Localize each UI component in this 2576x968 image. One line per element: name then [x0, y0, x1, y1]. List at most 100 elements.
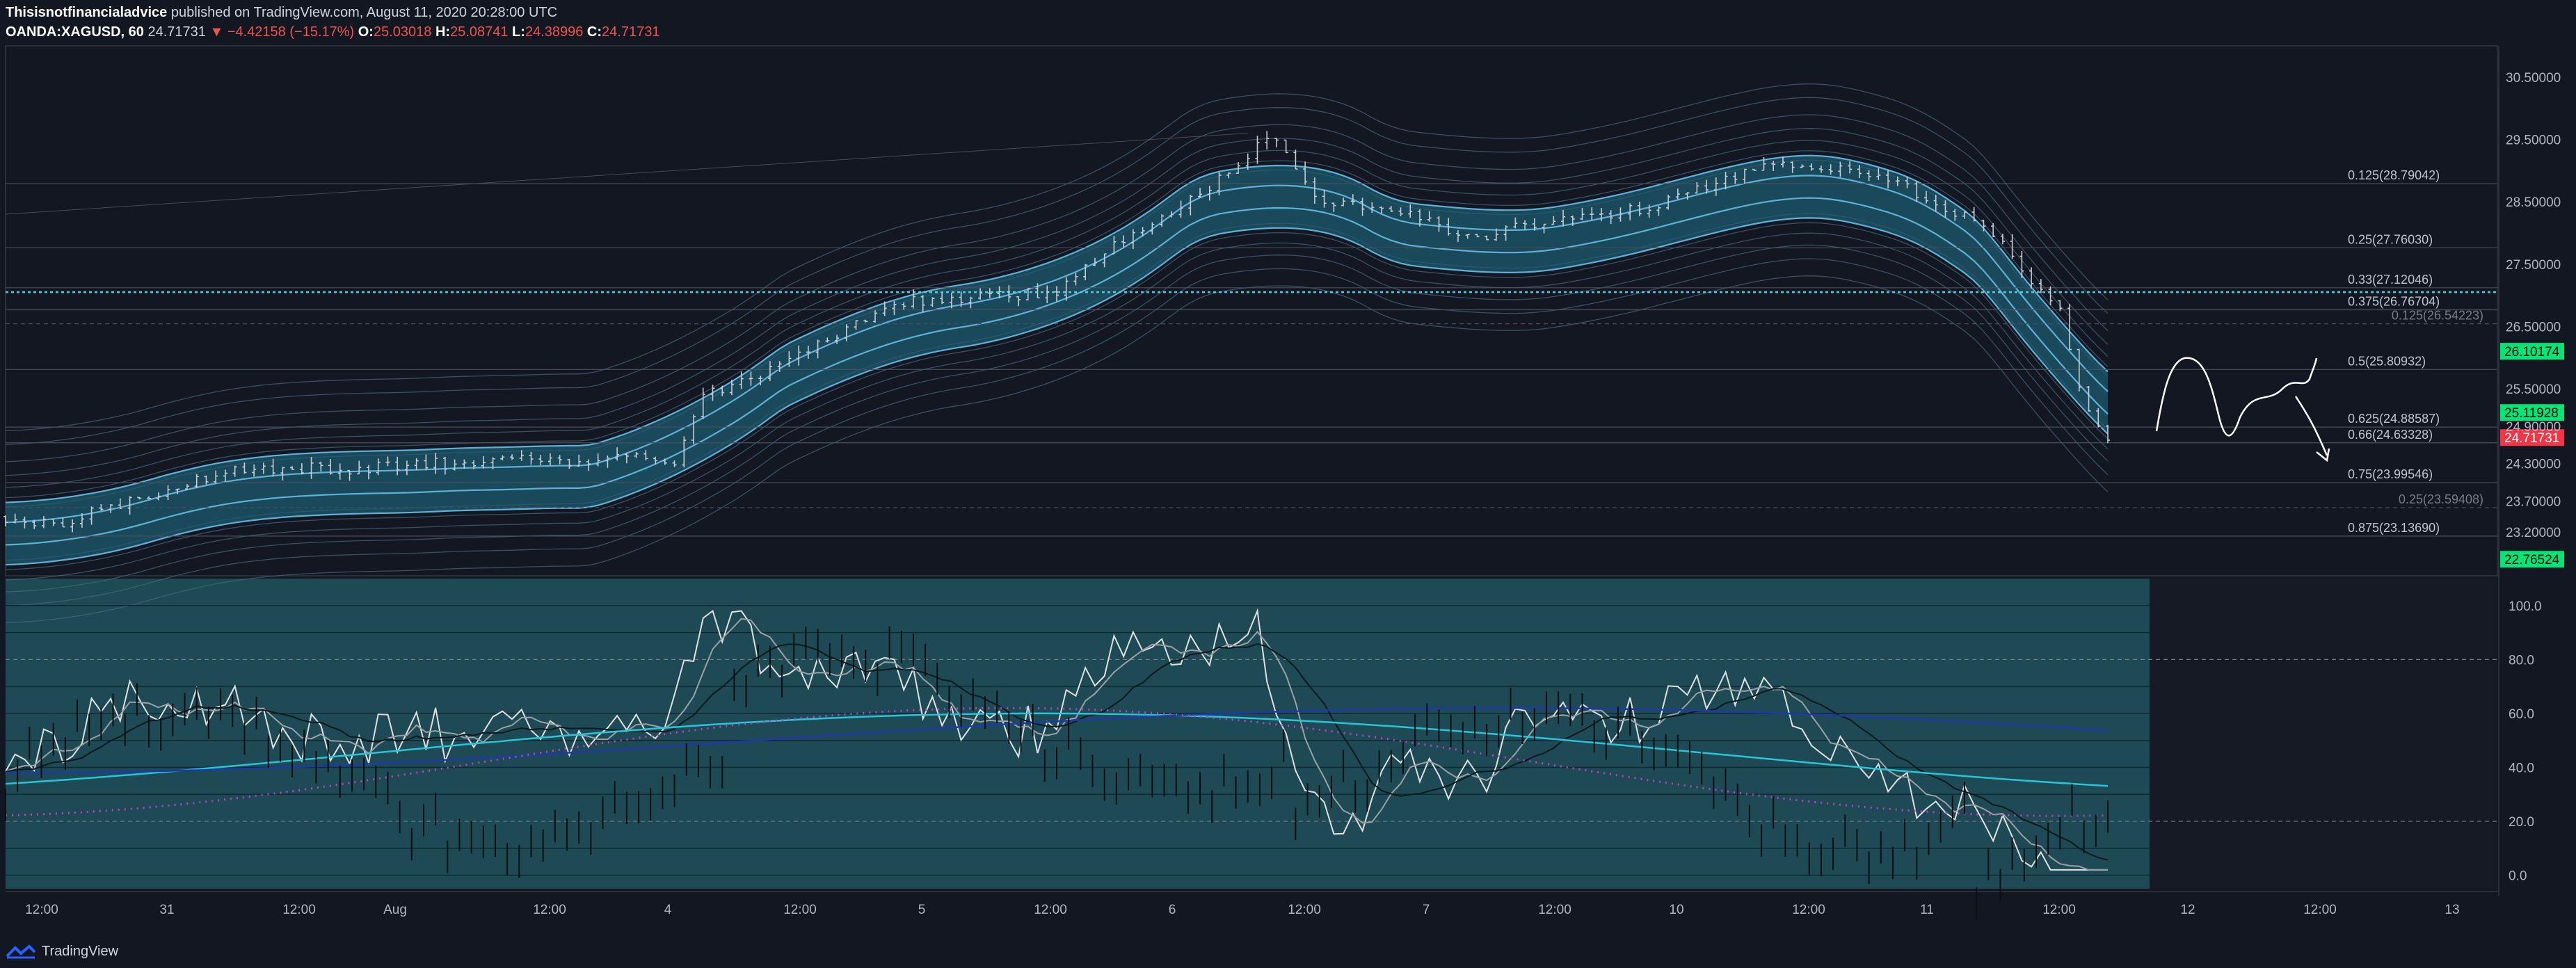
price-axis-label-7: 24.30000: [2506, 458, 2561, 472]
price-tag-2: 24.71731: [2504, 431, 2559, 446]
symbol-label[interactable]: OANDA:XAGUSD, 60: [6, 24, 144, 40]
price-axis-label-3: 27.50000: [2506, 258, 2561, 273]
projection-arrow: [2294, 396, 2330, 462]
fib-label-0: 0.125(28.79042): [2348, 168, 2440, 182]
price-axis-label-4: 26.50000: [2506, 320, 2561, 334]
indicator-future-area: [2150, 579, 2497, 889]
time-axis-label-9: 6: [1169, 903, 1176, 917]
fib-label-6: 0.625(24.88587): [2348, 412, 2440, 426]
time-axis-label-14: 12:00: [1792, 903, 1825, 917]
fib-levels: [6, 183, 2497, 537]
time-axis-label-6: 12:00: [783, 903, 817, 917]
time-axis-label-2: 12:00: [282, 903, 316, 917]
indicator-axis-label-0: 100.0: [2509, 599, 2542, 614]
time-axis-label-18: 12:00: [2303, 903, 2337, 917]
fib-label-10: 0.875(23.13690): [2348, 521, 2440, 535]
time-axis-label-12: 12:00: [1538, 903, 1571, 917]
time-axis-label-5: 4: [664, 903, 672, 917]
time-axis-label-19: 13: [2445, 903, 2459, 917]
indicator-axis-label-1: 80.0: [2509, 653, 2534, 668]
price-axis-label-1: 29.50000: [2506, 133, 2561, 147]
envelope-line-12: [5, 83, 2109, 432]
envelope-line-4: [5, 222, 2109, 570]
fib-label-3: 0.375(26.76704): [2348, 294, 2440, 308]
time-axis-label-17: 12: [2180, 903, 2195, 917]
change-value: ▼ −4.42158 (−15.17%): [209, 24, 355, 40]
price-axis-label-2: 28.50000: [2506, 195, 2561, 210]
ohlc-legend: OANDA:XAGUSD, 60 24.71731 ▼ −4.42158 (−1…: [6, 22, 659, 42]
chart-header: Thisisnotfinancialadvice published on Tr…: [6, 3, 557, 22]
low-label: L:: [512, 24, 525, 40]
ma-blue-line: [6, 707, 2109, 774]
projection-path: [2155, 357, 2318, 437]
time-axis-label-15: 11: [1920, 903, 1934, 917]
time-axis-label-4: 12:00: [533, 903, 566, 917]
envelope-line-7: [5, 150, 2109, 499]
price-tag-bg-3: [2500, 551, 2564, 568]
stoch-d-line: [5, 618, 2108, 871]
core-band-line-2: [5, 197, 2109, 546]
fib-label-1: 0.25(27.76030): [2348, 232, 2433, 246]
open-value: 25.03018: [373, 24, 432, 40]
time-axis-label-3: Aug: [383, 903, 407, 917]
price-axis-label-8: 23.70000: [2506, 494, 2561, 509]
fib-label-5: 0.5(25.80932): [2348, 354, 2426, 368]
indicator-axis-label-4: 20.0: [2509, 815, 2534, 830]
stoch-slow-line: [5, 643, 2109, 861]
author-name[interactable]: Thisisnotfinancialadvice: [6, 5, 168, 20]
envelope-line-9: [5, 128, 2109, 476]
envelope-line-1: [5, 258, 2109, 606]
indicator-axis-label-2: 60.0: [2509, 707, 2534, 722]
price-axis-label-5: 25.50000: [2506, 382, 2561, 397]
core-band-line-3: [5, 217, 2109, 566]
close-value: 24.71731: [602, 24, 660, 40]
time-axis-label-11: 7: [1423, 903, 1430, 917]
last-price: 24.71731: [147, 24, 206, 40]
price-axis-label-0: 30.50000: [2506, 71, 2561, 86]
price-pane: [5, 45, 2498, 576]
high-label: H:: [435, 24, 451, 40]
time-axis-label-8: 12:00: [1034, 903, 1067, 917]
candles: [3, 131, 2110, 533]
envelope-line-3: [5, 232, 2109, 581]
price-tag-1: 25.11928: [2504, 406, 2559, 421]
core-band-line-1: [5, 175, 2109, 524]
envelope-line-0: [5, 275, 2109, 624]
indicator-series: [5, 608, 2109, 920]
time-axis-label-7: 5: [918, 903, 926, 917]
publish-info: published on TradingView.com, August 11,…: [170, 5, 558, 20]
time-axis-label-0: 12:00: [25, 903, 58, 917]
trend-line: [5, 133, 1248, 215]
price-axis-label-6: 24.90000: [2506, 420, 2561, 435]
open-label: O:: [358, 24, 374, 40]
price-tag-3: 22.76524: [2504, 553, 2560, 567]
price-tag-bg-0: [2500, 343, 2564, 360]
close-label: C:: [586, 24, 602, 40]
tradingview-footer: TradingView: [6, 940, 118, 962]
fib-label-4: 0.125(26.54223): [2392, 309, 2483, 323]
brand-name[interactable]: TradingView: [42, 943, 119, 959]
time-axis-label-16: 12:00: [2042, 903, 2076, 917]
ma-cyan-line: [5, 712, 2109, 787]
tradingview-logo-icon: [6, 944, 36, 959]
fib-label-2: 0.33(27.12046): [2348, 273, 2433, 287]
envelope-line-10: [5, 114, 2109, 462]
envelope-line-2: [5, 244, 2109, 592]
time-axis-label-13: 10: [1669, 903, 1683, 917]
fib-label-7: 0.66(24.63328): [2348, 428, 2433, 442]
high-value: 25.08741: [450, 24, 509, 40]
indicator-grid: [6, 605, 2497, 876]
indicator-axis-label-3: 40.0: [2509, 761, 2534, 775]
price-tag-bg-2: [2500, 429, 2564, 446]
price-axis-label-9: 23.20000: [2506, 526, 2561, 540]
core-band-fill: [6, 155, 2108, 565]
core-band-line-0: [5, 154, 2109, 503]
fib-label-8: 0.75(23.99546): [2348, 467, 2433, 481]
low-value: 24.38996: [525, 24, 584, 40]
indicator-pane: [6, 579, 2150, 889]
envelope-line-11: [5, 97, 2109, 445]
fib-label-9: 0.25(23.59408): [2399, 492, 2483, 506]
time-axis-label-10: 12:00: [1288, 903, 1321, 917]
price-tag-bg-1: [2500, 404, 2564, 421]
